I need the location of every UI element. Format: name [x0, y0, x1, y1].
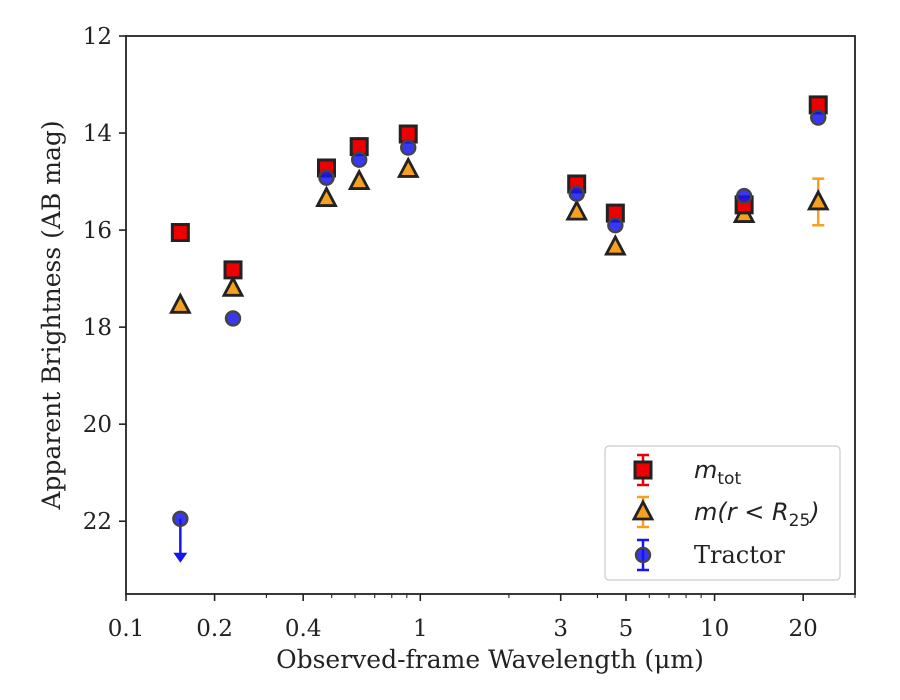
- y-tick-label: 12: [83, 24, 112, 50]
- x-tick-label: 20: [789, 616, 818, 642]
- x-tick-label: 3: [553, 616, 568, 642]
- data-marks: [169, 95, 830, 563]
- point-triangle: [169, 292, 192, 314]
- point-circle: [172, 510, 189, 527]
- point-triangle: [347, 168, 371, 190]
- point-circle: [318, 169, 335, 186]
- point-circle: [735, 187, 753, 205]
- point-circle: [607, 217, 624, 234]
- legend-label: m(r < R25): [694, 498, 820, 531]
- point-circle: [568, 185, 585, 202]
- point-triangle: [604, 234, 627, 256]
- x-tick-label: 0.4: [285, 616, 322, 642]
- point-triangle: [565, 199, 589, 221]
- point-triangle: [396, 156, 420, 178]
- series-triangle: [169, 156, 830, 314]
- legend-label: Tractor: [694, 541, 785, 569]
- point-triangle: [315, 185, 338, 207]
- x-tick-label: 0.1: [108, 616, 145, 642]
- y-tick-label: 16: [83, 218, 112, 244]
- y-tick-label: 18: [83, 315, 112, 341]
- point-triangle: [221, 275, 245, 297]
- legend-marker: [634, 546, 652, 564]
- y-tick-label: 14: [83, 121, 112, 147]
- upper-limit-arrowhead: [173, 552, 188, 563]
- y-tick-label: 22: [83, 509, 112, 535]
- x-tick-label: 0.2: [196, 616, 233, 642]
- legend-marker: [633, 460, 653, 480]
- point-circle: [224, 310, 242, 327]
- x-axis: 0.1 0.2 0.4 1 3 5 10 20: [108, 594, 856, 642]
- x-axis-title: Observed-frame Wavelength (μm): [276, 645, 704, 674]
- legend-marker: [631, 499, 655, 521]
- point-circle: [400, 139, 417, 156]
- point-circle: [350, 151, 368, 168]
- y-axis-title: Apparent Brightness (AB mag): [37, 120, 66, 510]
- point-square: [170, 223, 190, 243]
- legend-label: mtot: [694, 456, 741, 489]
- legend: mtot m(r < R25) Tractor: [604, 445, 841, 581]
- point-triangle: [806, 188, 830, 211]
- point-circle: [810, 109, 827, 126]
- legend-frame: [604, 445, 841, 581]
- series-circle: [172, 109, 827, 563]
- x-tick-label: 1: [413, 616, 428, 642]
- point-square: [223, 260, 243, 280]
- y-axis: 12 14 16 18 20 22: [83, 24, 126, 535]
- x-tick-label: 5: [619, 616, 634, 642]
- y-tick-label: 20: [83, 412, 112, 438]
- x-tick-label: 10: [700, 616, 729, 642]
